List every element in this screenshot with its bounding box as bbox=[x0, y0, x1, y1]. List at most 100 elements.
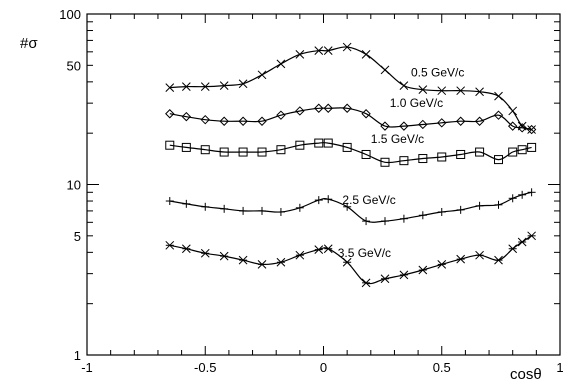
diamond-marker bbox=[342, 103, 352, 113]
square-marker bbox=[380, 157, 390, 167]
diamond-marker bbox=[295, 106, 305, 116]
series-markers bbox=[165, 42, 537, 288]
star-marker bbox=[527, 231, 536, 241]
plus-marker bbox=[508, 194, 517, 203]
x-marker bbox=[200, 82, 210, 91]
series-line bbox=[169, 142, 532, 164]
diamond-marker bbox=[200, 114, 210, 125]
square-marker bbox=[219, 147, 229, 157]
x-marker bbox=[508, 106, 518, 116]
diamond-marker bbox=[238, 116, 248, 126]
star-marker bbox=[508, 244, 518, 254]
plus-marker bbox=[182, 199, 191, 208]
plus-marker bbox=[201, 202, 210, 211]
series-label: 1.5 GeV/c bbox=[371, 132, 424, 146]
plus-marker bbox=[494, 200, 503, 209]
square-marker bbox=[494, 155, 504, 165]
plus-marker bbox=[324, 195, 333, 204]
square-marker bbox=[475, 147, 485, 157]
diamond-marker bbox=[399, 121, 409, 131]
plus-marker bbox=[437, 207, 446, 216]
square-marker bbox=[527, 142, 537, 152]
diamond-marker bbox=[526, 124, 537, 135]
x-marker bbox=[494, 91, 503, 101]
square-marker bbox=[200, 145, 210, 155]
series-line bbox=[169, 46, 532, 131]
diamond-marker bbox=[361, 109, 371, 119]
y-tick-label: 50 bbox=[67, 58, 81, 73]
series-label: 2.5 GeV/c bbox=[342, 193, 395, 207]
square-marker bbox=[399, 156, 409, 166]
square-marker bbox=[295, 140, 305, 150]
x-tick-label: 1 bbox=[556, 360, 563, 375]
x-marker bbox=[361, 49, 371, 59]
x-marker bbox=[418, 85, 428, 95]
plus-marker bbox=[362, 217, 371, 226]
star-marker bbox=[238, 255, 248, 265]
y-tick-label: 10 bbox=[67, 178, 81, 193]
star-marker bbox=[342, 257, 352, 267]
plus-marker bbox=[220, 204, 229, 213]
series-labels: 0.5 GeV/c 1.0 GeV/c 1.5 GeV/c 2.5 GeV/c 3.5 … bbox=[338, 65, 465, 260]
tick-labels: -1 -0.5 0 0.5 1 1 5 10 50 100 bbox=[59, 7, 563, 375]
x-tick-label: -0.5 bbox=[194, 360, 216, 375]
x-marker bbox=[276, 59, 286, 69]
diamond-marker bbox=[517, 123, 527, 133]
star-marker bbox=[314, 245, 324, 254]
diamond-marker bbox=[323, 103, 333, 113]
diamond-marker bbox=[418, 119, 428, 130]
square-marker bbox=[323, 138, 333, 148]
star-marker bbox=[380, 274, 390, 284]
diamond-marker bbox=[507, 121, 518, 131]
x-tick-label: 0 bbox=[320, 360, 327, 375]
x-marker bbox=[323, 46, 333, 55]
diamond-marker bbox=[493, 110, 504, 120]
series-line bbox=[169, 235, 532, 285]
x-marker bbox=[219, 81, 229, 91]
square-marker bbox=[361, 149, 371, 159]
x-marker bbox=[380, 65, 390, 75]
y-tick-label: 100 bbox=[59, 7, 81, 22]
plus-marker bbox=[527, 188, 536, 197]
star-marker bbox=[276, 257, 286, 267]
star-marker bbox=[219, 251, 229, 261]
x-marker bbox=[165, 83, 175, 92]
square-marker bbox=[165, 140, 175, 150]
square-marker bbox=[508, 147, 518, 157]
plus-marker bbox=[239, 206, 248, 215]
x-marker bbox=[456, 86, 466, 96]
x-marker bbox=[342, 42, 352, 52]
x-tick-label: -1 bbox=[81, 360, 93, 375]
star-marker bbox=[399, 270, 409, 280]
series-line bbox=[169, 107, 532, 131]
star-marker bbox=[165, 240, 175, 250]
square-marker bbox=[181, 142, 191, 152]
star-marker bbox=[257, 260, 267, 269]
square-marker bbox=[437, 152, 447, 162]
series-label: 1.0 GeV/c bbox=[390, 96, 443, 110]
series-label: 3.5 GeV/c bbox=[338, 246, 391, 260]
star-marker bbox=[418, 265, 428, 275]
square-marker bbox=[257, 147, 267, 157]
diamond-marker bbox=[181, 111, 192, 122]
star-marker bbox=[456, 254, 466, 264]
star-marker bbox=[437, 260, 447, 269]
star-marker bbox=[295, 250, 305, 260]
plus-marker bbox=[295, 203, 304, 212]
diamond-marker bbox=[165, 109, 175, 119]
plus-marker bbox=[258, 206, 267, 215]
x-marker bbox=[181, 82, 191, 91]
diamond-marker bbox=[455, 116, 466, 126]
diamond-marker bbox=[474, 116, 485, 126]
plus-marker bbox=[518, 190, 527, 199]
star-marker bbox=[181, 244, 191, 254]
x-marker bbox=[238, 79, 248, 89]
diamond-marker bbox=[219, 116, 229, 126]
series-label: 0.5 GeV/c bbox=[411, 65, 464, 79]
square-marker bbox=[314, 138, 324, 148]
star-marker bbox=[475, 250, 484, 260]
plus-marker bbox=[276, 207, 285, 216]
x-marker bbox=[314, 46, 324, 55]
square-marker bbox=[342, 142, 352, 152]
